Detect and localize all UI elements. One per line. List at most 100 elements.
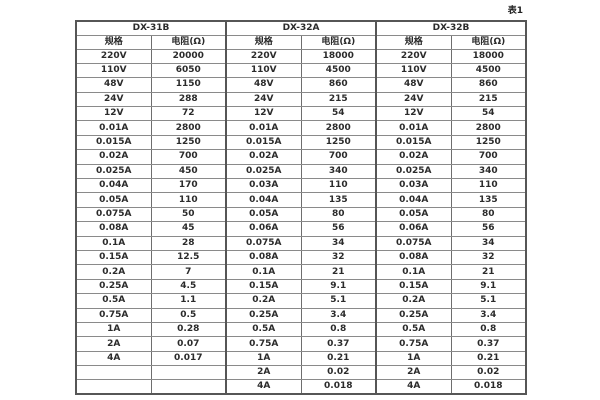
table-row: 4A 0.018 4A 0.018 bbox=[75, 379, 527, 395]
resistance-cell: 21 bbox=[300, 264, 377, 280]
resistance-cell: 0.8 bbox=[300, 321, 377, 338]
column-header-spec: 规格 bbox=[225, 34, 302, 50]
spec-cell: 0.02A bbox=[225, 149, 302, 165]
spec-cell: 0.03A bbox=[375, 178, 452, 194]
resistance-cell: 3.4 bbox=[450, 307, 527, 323]
table-row: 0.1A 28 0.075A 34 0.075A 34 bbox=[75, 235, 527, 251]
table-row: 0.075A 50 0.05A 80 0.05A 80 bbox=[75, 206, 527, 223]
spec-cell bbox=[75, 365, 152, 381]
resistance-cell: 28 bbox=[150, 235, 227, 251]
resistance-cell: 6050 bbox=[150, 62, 227, 79]
resistance-cell: 54 bbox=[450, 106, 527, 122]
resistance-cell: 9.1 bbox=[300, 278, 377, 295]
spec-cell: 0.08A bbox=[375, 249, 452, 266]
spec-cell: 12V bbox=[225, 106, 302, 122]
resistance-cell: 1250 bbox=[450, 134, 527, 151]
spec-cell: 48V bbox=[225, 77, 302, 93]
table-row: 0.04A 170 0.03A 110 0.03A 110 bbox=[75, 178, 527, 194]
resistance-cell: 0.017 bbox=[150, 350, 227, 367]
resistance-cell: 32 bbox=[300, 249, 377, 266]
spec-cell: 2A bbox=[225, 365, 302, 381]
resistance-cell: 860 bbox=[450, 77, 527, 93]
spec-cell: 0.01A bbox=[75, 120, 152, 136]
spec-cell: 0.5A bbox=[75, 293, 152, 309]
spec-cell: 220V bbox=[375, 48, 452, 64]
resistance-cell: 0.21 bbox=[450, 350, 527, 367]
resistance-cell: 1.1 bbox=[150, 293, 227, 309]
resistance-cell: 288 bbox=[150, 91, 227, 108]
resistance-cell bbox=[150, 365, 227, 381]
column-header-spec: 规格 bbox=[375, 34, 452, 50]
resistance-cell: 0.07 bbox=[150, 336, 227, 352]
spec-cell: 0.075A bbox=[225, 235, 302, 251]
table-row: 12V 72 12V 54 12V 54 bbox=[75, 106, 527, 122]
spec-cell: 0.75A bbox=[375, 336, 452, 352]
spec-cell: 0.01A bbox=[375, 120, 452, 136]
resistance-cell: 12.5 bbox=[150, 249, 227, 266]
table-row: 0.01A 2800 0.01A 2800 0.01A 2800 bbox=[75, 120, 527, 136]
resistance-cell: 0.8 bbox=[450, 321, 527, 338]
spec-cell: 220V bbox=[75, 48, 152, 64]
spec-cell: 110V bbox=[225, 62, 302, 79]
resistance-cell: 1150 bbox=[150, 77, 227, 93]
resistance-cell: 700 bbox=[150, 149, 227, 165]
group-header-dx-31b: DX-31B bbox=[75, 20, 227, 36]
table-row: 24V 288 24V 215 24V 215 bbox=[75, 91, 527, 108]
spec-cell: 4A bbox=[375, 379, 452, 395]
table-row: 1A 0.28 0.5A 0.8 0.5A 0.8 bbox=[75, 321, 527, 338]
resistance-cell: 0.5 bbox=[150, 307, 227, 323]
resistance-cell: 4500 bbox=[450, 62, 527, 79]
resistance-cell: 18000 bbox=[450, 48, 527, 64]
resistance-cell: 21 bbox=[450, 264, 527, 280]
spec-cell: 0.15A bbox=[75, 249, 152, 266]
spec-cell: 0.025A bbox=[75, 163, 152, 180]
table-row: 0.15A 12.5 0.08A 32 0.08A 32 bbox=[75, 249, 527, 266]
resistance-cell: 215 bbox=[450, 91, 527, 108]
resistance-cell: 340 bbox=[300, 163, 377, 180]
spec-cell: 24V bbox=[375, 91, 452, 108]
resistance-cell: 110 bbox=[150, 192, 227, 208]
resistance-cell: 450 bbox=[150, 163, 227, 180]
column-header-resistance: 电阻(Ω) bbox=[150, 34, 227, 50]
table-row: 4A 0.017 1A 0.21 1A 0.21 bbox=[75, 350, 527, 367]
resistance-cell: 110 bbox=[300, 178, 377, 194]
resistance-cell: 80 bbox=[300, 206, 377, 223]
resistance-cell: 110 bbox=[450, 178, 527, 194]
spec-cell: 0.75A bbox=[75, 307, 152, 323]
spec-cell: 0.04A bbox=[225, 192, 302, 208]
spec-cell: 220V bbox=[225, 48, 302, 64]
spec-cell bbox=[75, 379, 152, 395]
resistance-cell: 135 bbox=[450, 192, 527, 208]
resistance-cell: 0.018 bbox=[300, 379, 377, 395]
spec-cell: 0.015A bbox=[375, 134, 452, 151]
spec-cell: 0.015A bbox=[225, 134, 302, 151]
spec-cell: 0.05A bbox=[75, 192, 152, 208]
resistance-cell: 32 bbox=[450, 249, 527, 266]
resistance-cell: 18000 bbox=[300, 48, 377, 64]
table-row: 2A 0.07 0.75A 0.37 0.75A 0.37 bbox=[75, 336, 527, 352]
spec-cell: 2A bbox=[75, 336, 152, 352]
spec-cell: 1A bbox=[375, 350, 452, 367]
table-row: 2A 0.02 2A 0.02 bbox=[75, 365, 527, 381]
resistance-cell: 340 bbox=[450, 163, 527, 180]
resistance-cell: 45 bbox=[150, 221, 227, 237]
spec-cell: 12V bbox=[75, 106, 152, 122]
table-row: 0.5A 1.1 0.2A 5.1 0.2A 5.1 bbox=[75, 293, 527, 309]
column-header-row: 规格 电阻(Ω) 规格 电阻(Ω) 规格 电阻(Ω) bbox=[75, 34, 527, 50]
resistance-cell: 56 bbox=[300, 221, 377, 237]
spec-cell: 48V bbox=[75, 77, 152, 93]
spec-cell: 0.1A bbox=[225, 264, 302, 280]
resistance-cell: 72 bbox=[150, 106, 227, 122]
table-row: 0.25A 4.5 0.15A 9.1 0.15A 9.1 bbox=[75, 278, 527, 295]
spec-cell: 0.01A bbox=[225, 120, 302, 136]
table-body: 220V 20000 220V 18000 220V 18000 110V 6050 110V 4… bbox=[75, 48, 527, 395]
resistance-cell: 80 bbox=[450, 206, 527, 223]
spec-cell: 110V bbox=[75, 62, 152, 79]
group-header-dx-32b: DX-32B bbox=[375, 20, 527, 36]
spec-cell: 2A bbox=[375, 365, 452, 381]
table-row: 0.2A 7 0.1A 21 0.1A 21 bbox=[75, 264, 527, 280]
column-header-spec: 规格 bbox=[75, 34, 152, 50]
spec-cell: 0.075A bbox=[375, 235, 452, 251]
spec-cell: 0.2A bbox=[225, 293, 302, 309]
